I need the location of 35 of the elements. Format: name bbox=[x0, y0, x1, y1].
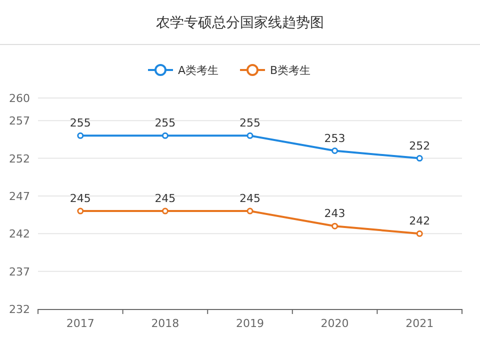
point bbox=[416, 155, 423, 162]
point bbox=[332, 222, 338, 230]
legend-label: B类考生 bbox=[270, 64, 311, 77]
chart-title: 农学专硕总分国家线趋势图 bbox=[156, 15, 324, 31]
point bbox=[246, 208, 254, 214]
data-label: 243 bbox=[324, 207, 346, 220]
x-tick-label: 2021 bbox=[406, 317, 434, 330]
y-tick-label: 252 bbox=[9, 152, 30, 166]
y-tick-label: 257 bbox=[9, 114, 30, 128]
data-label: 242 bbox=[409, 214, 430, 228]
y-tick-label: 242 bbox=[9, 228, 30, 241]
y-tick-label: 237 bbox=[9, 265, 30, 278]
data-label: 255 bbox=[70, 116, 91, 130]
x-tick-label: 2017 bbox=[66, 317, 94, 330]
data-label: 255 bbox=[154, 116, 176, 130]
x-tick-label: 2018 bbox=[151, 317, 180, 330]
data-label: 245 bbox=[240, 192, 260, 206]
y-tick-label: 232 bbox=[9, 303, 30, 316]
point bbox=[162, 132, 168, 139]
data-label: 255 bbox=[240, 116, 260, 130]
legend-label: A类考生 bbox=[178, 64, 219, 77]
data-label: 245 bbox=[154, 192, 176, 206]
point bbox=[416, 230, 423, 237]
y-tick-label: 260 bbox=[9, 92, 30, 105]
point bbox=[77, 132, 84, 139]
point bbox=[162, 208, 168, 214]
y-tick-label: 247 bbox=[9, 190, 30, 203]
data-label: 245 bbox=[70, 192, 91, 206]
point bbox=[332, 148, 338, 154]
x-tick-label: 2020 bbox=[320, 317, 349, 330]
data-label: 252 bbox=[409, 139, 430, 152]
data-label: 253 bbox=[324, 132, 346, 145]
x-tick-label: 2019 bbox=[236, 317, 264, 330]
point bbox=[77, 208, 84, 214]
point bbox=[246, 132, 254, 139]
